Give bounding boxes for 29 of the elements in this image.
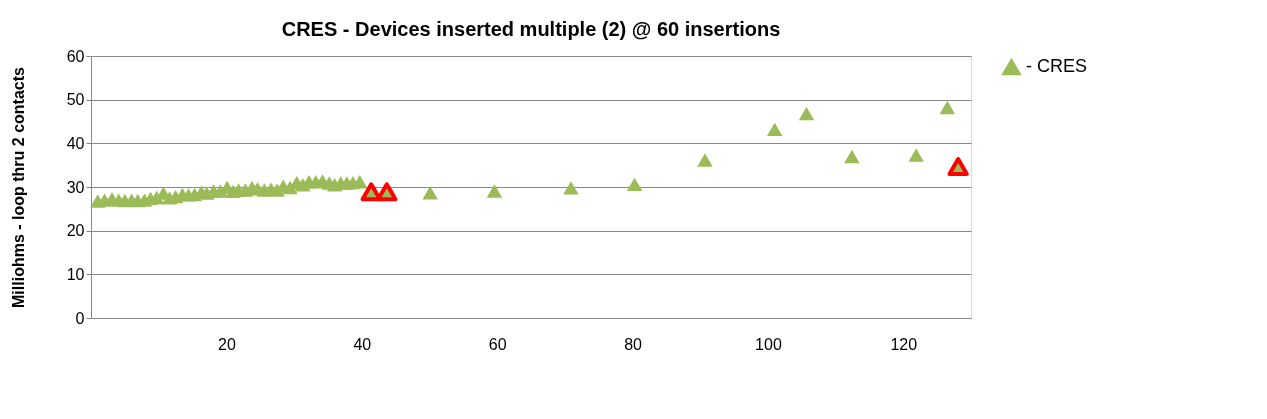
x-tick-label: 120 (890, 335, 918, 353)
point (626, 177, 643, 192)
point (360, 182, 382, 202)
y-axis-title: Milliohms - loop thru 2 contacts (9, 66, 27, 308)
point (939, 100, 956, 115)
point (422, 185, 438, 200)
y-tick-label: 10 (66, 265, 85, 283)
chart-title: CRES - Devices inserted multiple (2) @ 60 insertions (281, 18, 781, 40)
x-tick-label: 20 (217, 335, 236, 353)
x-tick-label: 60 (488, 335, 507, 353)
y-tick-label: 50 (66, 91, 85, 109)
point (376, 182, 398, 202)
y-tick-label: 60 (66, 47, 85, 65)
point (697, 153, 713, 167)
y-tick-label: 40 (66, 134, 85, 152)
x-tick-label: 40 (353, 335, 372, 353)
y-tick-label: 30 (66, 178, 85, 196)
x-tick-label: 80 (624, 335, 643, 353)
point (908, 148, 924, 162)
point (486, 184, 503, 198)
point (844, 149, 860, 164)
y-tick-label: 0 (75, 309, 85, 327)
x-tick-label: 100 (755, 335, 782, 353)
point (563, 181, 579, 195)
point (766, 122, 783, 137)
y-tick-label: 20 (66, 222, 85, 240)
legend-label: - CRES (1026, 55, 1088, 76)
point (947, 156, 969, 176)
point (798, 106, 815, 121)
